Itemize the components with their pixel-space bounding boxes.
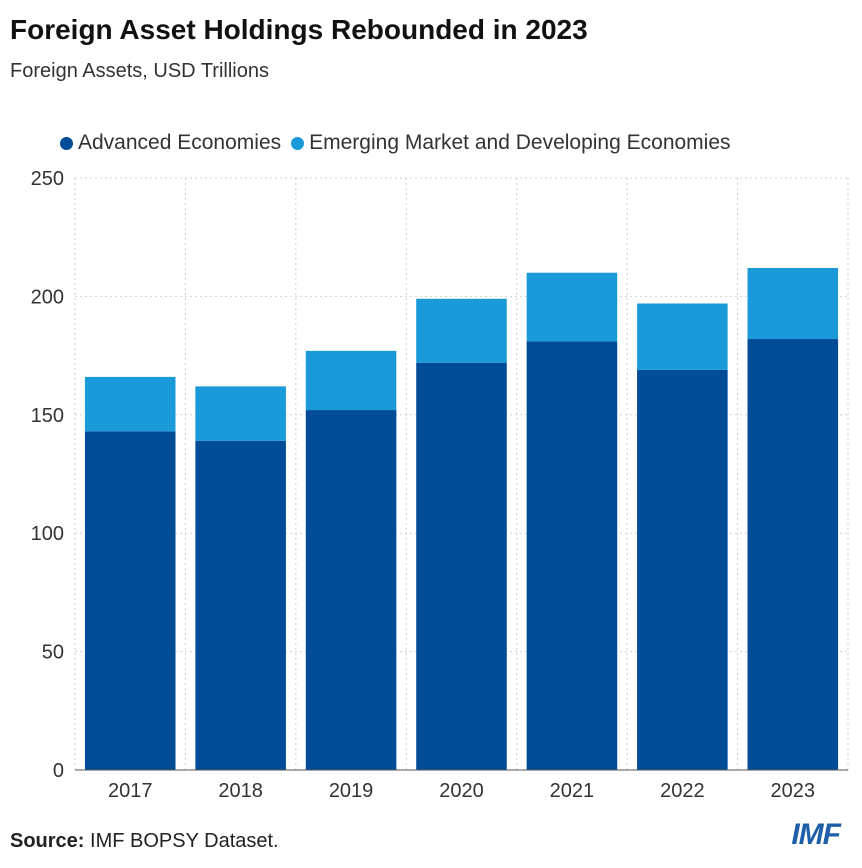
bar-emerging-market-economies — [84, 376, 176, 432]
bar-advanced-economies — [747, 339, 839, 770]
x-tick-label: 2020 — [439, 780, 484, 802]
bar-emerging-market-economies — [416, 298, 507, 363]
y-tick-label: 0 — [53, 760, 64, 782]
bar-advanced-economies — [84, 431, 176, 770]
y-tick-label: 200 — [31, 286, 64, 308]
y-tick-label: 150 — [31, 405, 64, 427]
bar-emerging-market-economies — [526, 272, 618, 342]
x-tick-label: 2018 — [218, 780, 263, 802]
source-text: IMF BOPSY Dataset. — [90, 830, 279, 852]
x-tick-label: 2017 — [108, 780, 153, 802]
source-label: Source: — [10, 830, 85, 852]
x-tick-label: 2021 — [550, 780, 595, 802]
bar-advanced-economies — [526, 341, 618, 770]
bar-advanced-economies — [637, 369, 728, 770]
bar-advanced-economies — [195, 440, 286, 770]
legend-dot-emerging — [291, 136, 305, 150]
legend-label-advanced: Advanced Economies — [78, 131, 282, 154]
bar-emerging-market-economies — [637, 303, 728, 370]
y-tick-label: 250 — [31, 168, 64, 190]
bar-advanced-economies — [416, 362, 507, 770]
chart-title: Foreign Asset Holdings Rebounded in 2023 — [10, 14, 588, 45]
y-tick-label: 50 — [42, 642, 64, 664]
legend-label-emerging: Emerging Market and Developing Economies — [309, 131, 731, 154]
x-tick-label: 2019 — [329, 780, 374, 802]
y-tick-label: 100 — [31, 523, 64, 545]
bar-emerging-market-economies — [305, 350, 397, 411]
x-tick-label: 2023 — [771, 780, 816, 802]
bar-advanced-economies — [305, 410, 397, 770]
legend-dot-advanced — [60, 136, 73, 150]
bar-emerging-market-economies — [747, 267, 839, 340]
x-tick-label: 2022 — [660, 780, 705, 802]
legend: Advanced Economies Emerging Market and D… — [60, 131, 741, 155]
source-note: Source: IMF BOPSY Dataset. — [10, 830, 279, 853]
legend-item-advanced: Advanced Economies — [60, 131, 281, 155]
imf-logo: IMF — [791, 818, 841, 851]
legend-item-emerging: Emerging Market and Developing Economies — [291, 131, 731, 155]
bar-emerging-market-economies — [195, 386, 286, 441]
chart-subtitle: Foreign Assets, USD Trillions — [10, 60, 269, 82]
